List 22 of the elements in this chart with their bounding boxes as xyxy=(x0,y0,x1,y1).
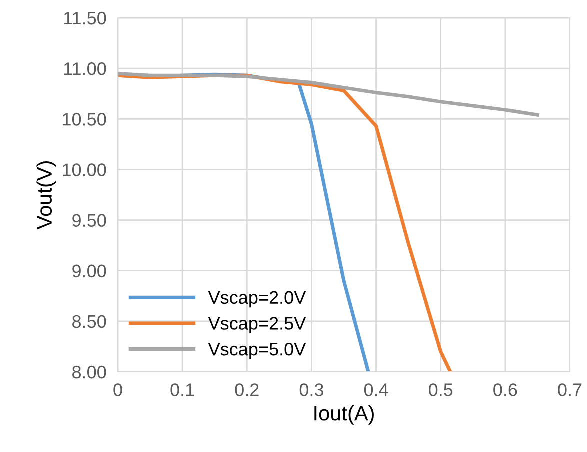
y-tick-label: 10.00 xyxy=(63,164,106,176)
x-tick-label: 0.7 xyxy=(558,384,582,396)
y-tick-label: 10.50 xyxy=(63,113,106,126)
x-tick-label: 0.3 xyxy=(300,384,324,396)
legend-label: Vscap=2.0V xyxy=(208,291,306,308)
x-tick-label: 0.1 xyxy=(170,384,194,396)
x-axis-title: Iout(A) xyxy=(314,406,374,425)
y-tick-label: 8.50 xyxy=(72,315,106,328)
x-tick-label: 0.4 xyxy=(364,384,388,396)
legend-label: Vscap=5.0V xyxy=(208,343,306,360)
x-tick-label: 0 xyxy=(114,384,122,396)
y-tick-label: 9.00 xyxy=(72,264,106,278)
y-tick-label: 9.50 xyxy=(72,214,106,228)
x-tick-label: 0.2 xyxy=(235,384,259,396)
y-axis-title: Vout(V) xyxy=(36,162,56,230)
y-tick-label: 8.00 xyxy=(72,366,106,379)
y-tick-label: 11.50 xyxy=(64,12,106,25)
x-tick-label: 0.6 xyxy=(494,384,518,396)
line-series xyxy=(118,72,540,117)
x-tick-label: 0.5 xyxy=(429,384,453,396)
y-tick-label: 11.00 xyxy=(64,62,106,76)
legend-label: Vscap=2.5V xyxy=(208,317,306,334)
